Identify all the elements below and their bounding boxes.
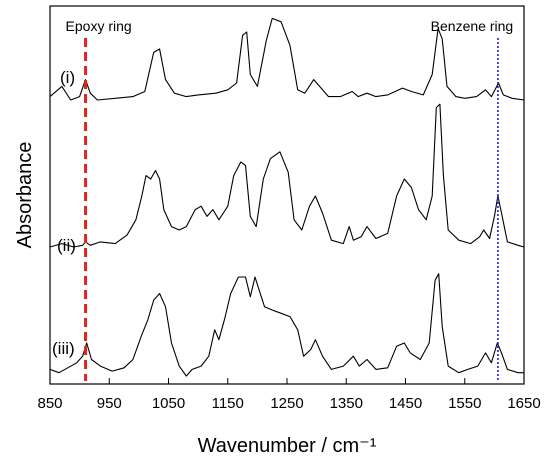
series-labels: (i) (ii) (iii) xyxy=(52,68,76,358)
x-tick-label: 850 xyxy=(37,395,62,412)
x-tick-label: 1250 xyxy=(270,395,303,412)
series-label: (iii) xyxy=(52,339,75,358)
annotation-label: Epoxy ring xyxy=(66,18,132,34)
x-tick-label: 1450 xyxy=(389,395,422,412)
x-tick-label: 1150 xyxy=(212,395,244,412)
spectra xyxy=(49,17,525,377)
reference-lines: Epoxy ring Benzene ring xyxy=(66,18,514,381)
x-axis-title: Wavenumber / cm⁻¹ xyxy=(198,435,377,457)
x-tick-label: 1550 xyxy=(448,395,481,412)
series-label: (ii) xyxy=(57,236,76,255)
x-ticks: 850 950 1050 1150 1250 1350 1450 1550 1650 xyxy=(37,378,541,412)
spectrum-line xyxy=(49,273,524,377)
annotation-label: Benzene ring xyxy=(431,18,514,34)
plot-frame xyxy=(49,5,525,385)
y-axis-title: Absorbance xyxy=(14,142,36,249)
spectrum-line xyxy=(49,17,525,101)
x-tick-label: 1050 xyxy=(152,395,185,412)
x-tick-label: 950 xyxy=(97,395,122,412)
series-label: (i) xyxy=(60,68,75,87)
x-tick-label: 1650 xyxy=(507,395,540,412)
x-tick-label: 1350 xyxy=(330,395,363,412)
spectrum-line xyxy=(49,103,525,248)
